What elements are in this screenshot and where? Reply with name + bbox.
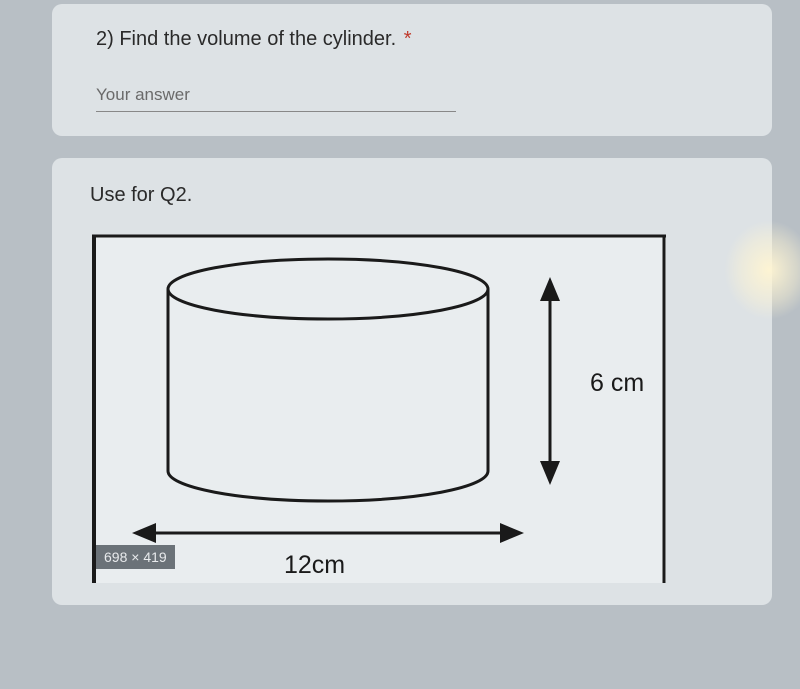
figure-card: Use for Q2.	[52, 158, 772, 605]
cylinder-svg: 6 cm 12cm	[90, 233, 668, 585]
required-asterisk: *	[404, 28, 412, 50]
height-label: 6 cm	[590, 369, 644, 397]
figure-caption: Use for Q2.	[90, 184, 740, 207]
cylinder-figure: 6 cm 12cm 698 × 419	[90, 233, 668, 585]
question-text-row: 2) Find the volume of the cylinder. *	[96, 28, 740, 51]
question-text: 2) Find the volume of the cylinder.	[96, 28, 396, 50]
answer-input[interactable]	[96, 79, 456, 112]
cylinder-top-ellipse	[168, 259, 488, 319]
diameter-label: 12cm	[284, 551, 345, 579]
image-dimensions-badge: 698 × 419	[96, 545, 175, 569]
question-card: 2) Find the volume of the cylinder. *	[52, 4, 772, 136]
